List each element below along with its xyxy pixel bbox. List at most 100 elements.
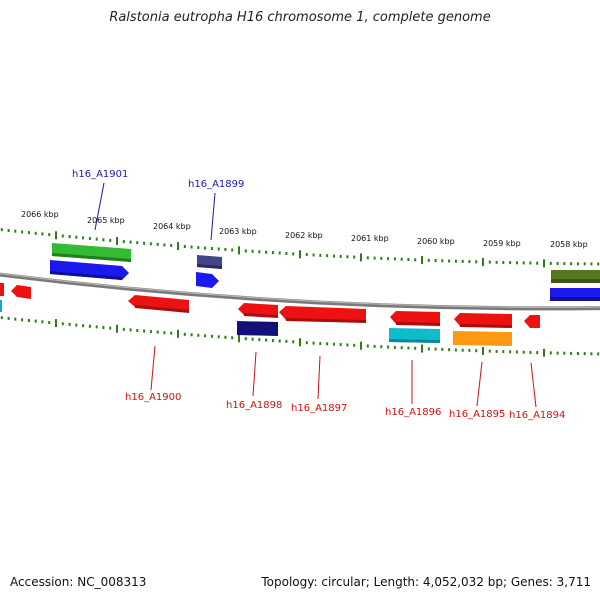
minor-tick bbox=[373, 344, 376, 348]
minor-tick bbox=[319, 253, 322, 257]
gene-red-a1896[interactable] bbox=[390, 311, 440, 325]
map-title: Ralstonia eutropha H16 chromosome 1, com… bbox=[109, 10, 491, 25]
minor-tick bbox=[353, 255, 356, 259]
minor-tick bbox=[143, 241, 146, 245]
gene-label-bottom[interactable]: h16_A1900 bbox=[125, 392, 181, 403]
minor-tick bbox=[149, 242, 152, 246]
gene-orange-a1895[interactable] bbox=[453, 331, 512, 346]
forward-genes bbox=[50, 243, 600, 301]
minor-tick bbox=[224, 248, 227, 251]
gene-red-a1897[interactable] bbox=[279, 306, 366, 322]
major-tick bbox=[299, 250, 301, 259]
gene-label-bottom[interactable]: h16_A1898 bbox=[226, 400, 282, 411]
minor-tick bbox=[319, 342, 322, 345]
minor-tick bbox=[197, 246, 200, 250]
minor-tick bbox=[448, 348, 451, 352]
major-tick bbox=[116, 324, 118, 333]
gene-shade bbox=[244, 313, 278, 318]
major-tick bbox=[421, 344, 423, 353]
minor-tick bbox=[244, 337, 247, 341]
gene-labels: h16_A1901 h16_A1899 h16_A1900 h16_A1898 … bbox=[72, 169, 565, 421]
minor-tick bbox=[251, 249, 254, 253]
minor-tick bbox=[61, 234, 64, 238]
minor-tick bbox=[441, 259, 444, 263]
minor-tick bbox=[102, 238, 105, 242]
label-leaders bbox=[94, 182, 537, 408]
gene-red-small-left[interactable] bbox=[11, 285, 31, 299]
minor-tick bbox=[326, 342, 329, 346]
minor-tick bbox=[75, 323, 78, 327]
minor-tick bbox=[434, 259, 437, 262]
minor-tick bbox=[590, 352, 593, 356]
minor-tick bbox=[509, 261, 512, 265]
minor-tick bbox=[407, 346, 410, 350]
kbp-label: 2064 kbp bbox=[153, 222, 191, 231]
minor-tick bbox=[366, 256, 369, 260]
kbp-label: 2059 kbp bbox=[483, 239, 521, 248]
minor-tick bbox=[210, 334, 213, 338]
major-tick bbox=[360, 341, 362, 350]
minor-tick bbox=[278, 251, 281, 255]
gene-label-bottom[interactable]: h16_A1897 bbox=[291, 403, 347, 414]
gene-shade bbox=[460, 324, 512, 328]
gene-blue-left-edge[interactable] bbox=[0, 300, 2, 312]
minor-tick bbox=[400, 346, 403, 350]
chromosome-backbone-highlight bbox=[0, 273, 600, 308]
minor-tick bbox=[0, 316, 3, 320]
minor-tick bbox=[597, 262, 600, 266]
minor-tick bbox=[346, 343, 349, 347]
leader-a1894 bbox=[530, 362, 537, 408]
minor-tick bbox=[393, 345, 396, 349]
minor-tick bbox=[583, 352, 586, 356]
minor-tick bbox=[556, 351, 559, 355]
minor-tick bbox=[68, 322, 71, 326]
minor-tick bbox=[7, 316, 10, 320]
minor-tick bbox=[122, 240, 125, 244]
minor-tick bbox=[502, 350, 505, 354]
minor-tick bbox=[454, 259, 457, 263]
minor-tick bbox=[95, 237, 98, 241]
minor-tick bbox=[265, 338, 268, 342]
minor-tick bbox=[265, 250, 268, 254]
minor-tick bbox=[549, 351, 552, 355]
minor-tick bbox=[454, 348, 457, 352]
minor-tick bbox=[556, 262, 559, 265]
minor-tick bbox=[468, 260, 471, 264]
kbp-label: 2062 kbp bbox=[285, 231, 323, 240]
chromosome-backbone bbox=[0, 272, 600, 311]
major-tick bbox=[116, 237, 118, 245]
gene-label-top[interactable]: h16_A1901 bbox=[72, 169, 128, 180]
minor-tick bbox=[380, 345, 383, 349]
minor-tick bbox=[570, 351, 573, 355]
minor-tick bbox=[488, 260, 491, 264]
minor-tick bbox=[163, 243, 166, 247]
gene-red-a1894[interactable] bbox=[524, 315, 540, 328]
gene-red-a1895[interactable] bbox=[454, 313, 512, 327]
major-tick bbox=[55, 319, 57, 328]
gene-label-bottom[interactable]: h16_A1896 bbox=[385, 407, 441, 418]
minor-tick bbox=[400, 257, 403, 261]
gene-red-left-edge[interactable] bbox=[0, 283, 4, 296]
gene-blue-a1899[interactable] bbox=[196, 272, 219, 288]
minor-tick bbox=[136, 241, 139, 245]
minor-tick bbox=[326, 254, 329, 258]
minor-tick bbox=[353, 343, 356, 347]
gene-label-top[interactable]: h16_A1899 bbox=[188, 179, 244, 190]
minor-tick bbox=[292, 252, 295, 256]
minor-tick bbox=[387, 345, 390, 349]
minor-tick bbox=[285, 339, 288, 343]
minor-tick bbox=[156, 242, 159, 246]
gene-label-bottom[interactable]: h16_A1895 bbox=[449, 409, 505, 420]
minor-tick bbox=[149, 330, 152, 334]
minor-tick bbox=[305, 253, 308, 257]
minor-tick bbox=[34, 231, 37, 235]
minor-tick bbox=[21, 318, 24, 322]
gene-navy-a1898[interactable] bbox=[237, 321, 278, 336]
minor-tick bbox=[204, 334, 207, 338]
minor-tick bbox=[244, 249, 247, 253]
minor-tick bbox=[183, 332, 186, 336]
minor-tick bbox=[14, 317, 17, 321]
gene-label-bottom[interactable]: h16_A1894 bbox=[509, 410, 565, 421]
minor-tick bbox=[529, 261, 532, 265]
minor-tick bbox=[583, 262, 586, 266]
